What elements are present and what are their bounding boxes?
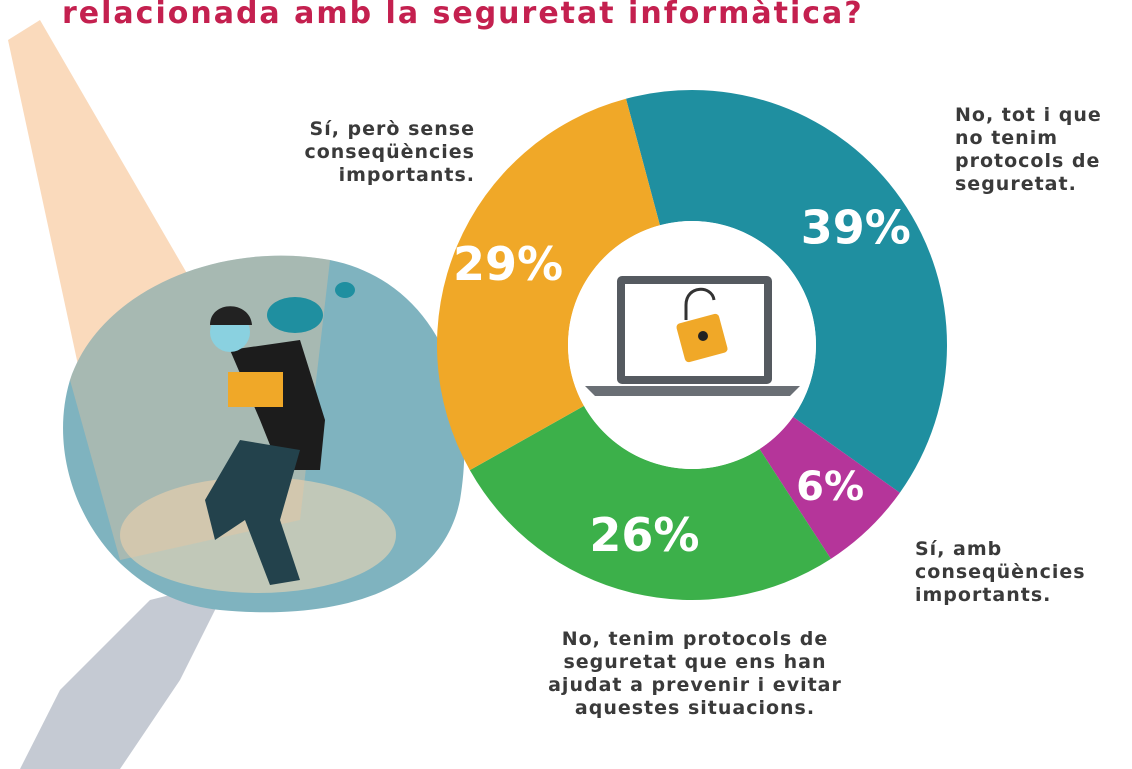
donut-segment — [469, 405, 831, 600]
donut-segment — [626, 89, 948, 493]
laptop-icon — [568, 221, 816, 469]
thief-legs — [205, 440, 300, 585]
value-label: 29% — [453, 237, 563, 291]
value-label: 6% — [796, 464, 864, 510]
category-label: No, tot i que no tenim protocols de segu… — [955, 104, 1102, 195]
category-label: Sí, amb conseqüències importants. — [915, 538, 1086, 606]
value-label: 26% — [589, 508, 699, 562]
category-label: No, tenim protocols de seguretat que ens… — [548, 628, 842, 719]
donut-segment — [437, 98, 660, 471]
illustration — [8, 20, 465, 769]
lock-shackle — [684, 287, 716, 320]
value-label: 39% — [801, 201, 911, 255]
envelope — [228, 372, 283, 407]
keyhole — [698, 331, 708, 341]
laptop-base — [585, 386, 800, 396]
chart-title: relacionada amb la seguretat informàtica… — [62, 0, 864, 31]
shadow — [20, 580, 230, 769]
bubble — [267, 297, 323, 333]
bubble — [335, 282, 355, 298]
thief-hat — [210, 306, 252, 325]
donut-segment — [759, 416, 900, 559]
category-label: Sí, però sense conseqüències importants. — [304, 118, 475, 186]
